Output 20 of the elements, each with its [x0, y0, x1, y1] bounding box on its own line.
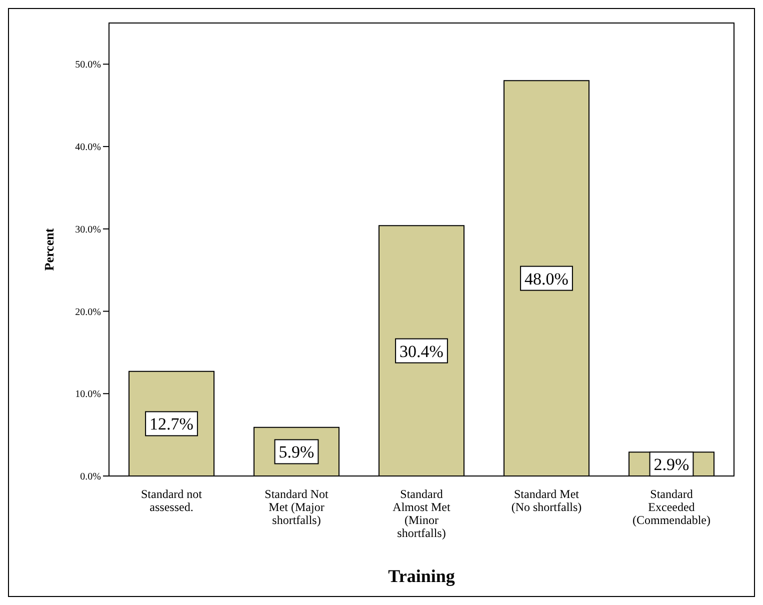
data-label: 30.4% — [400, 342, 444, 361]
y-tick-label: 30.0% — [75, 224, 101, 236]
y-tick-label: 50.0% — [75, 60, 101, 71]
data-label: 48.0% — [524, 269, 568, 288]
data-label: 5.9% — [278, 442, 314, 462]
data-label: 2.9% — [654, 455, 690, 474]
y-axis-title: Percent — [42, 228, 57, 271]
y-tick-label: 40.0% — [75, 142, 101, 154]
y-tick-label: 10.0% — [75, 389, 101, 400]
x-tick-label: Standard Not Met (Major shortfalls) — [264, 487, 329, 527]
y-tick-label: 0.0% — [80, 472, 101, 483]
bar — [378, 225, 464, 476]
x-tick-label: Standard Met (No shortfalls) — [511, 487, 582, 514]
data-label: 12.7% — [150, 414, 194, 434]
x-tick-label: Standard Almost Met (Minor shortfalls) — [392, 487, 451, 540]
bar — [504, 80, 590, 476]
x-tick-label: Standard Exceeded (Commendable) — [632, 487, 710, 527]
y-tick-label: 20.0% — [75, 306, 101, 318]
x-axis-title: Training — [388, 566, 455, 586]
x-tick-label: Standard not assessed. — [141, 487, 203, 514]
